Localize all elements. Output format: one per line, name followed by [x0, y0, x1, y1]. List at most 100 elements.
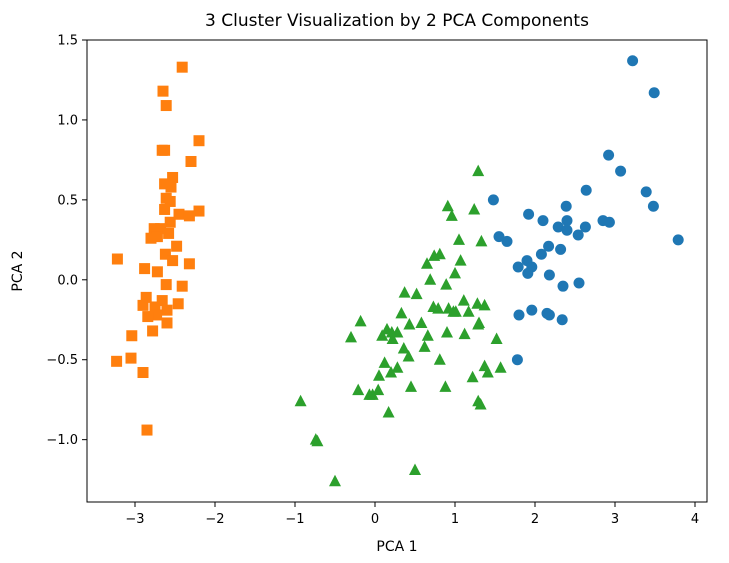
cluster-2-point-52 — [439, 380, 452, 392]
cluster-1-point-19 — [163, 227, 175, 239]
chart-title: 3 Cluster Visualization by 2 PCA Compone… — [205, 11, 589, 31]
cluster-2-point-43 — [391, 361, 404, 373]
cluster-0-point-18 — [493, 231, 505, 243]
cluster-2-point-35 — [441, 326, 453, 338]
cluster-2-point-42 — [402, 350, 415, 362]
cluster-1-point-43 — [125, 352, 137, 364]
cluster-0-point-21 — [543, 240, 555, 252]
series-cluster-2 — [294, 164, 507, 487]
points-layer — [111, 55, 684, 487]
cluster-1-point-1 — [157, 85, 169, 97]
cluster-1-point-32 — [156, 295, 168, 307]
cluster-0-point-27 — [522, 267, 534, 279]
cluster-1-point-11 — [164, 195, 176, 207]
cluster-2-point-32 — [472, 318, 485, 330]
cluster-2-point-24 — [395, 306, 408, 319]
cluster-2-point-40 — [397, 342, 410, 354]
cluster-0-point-13 — [603, 216, 615, 228]
cluster-0-point-5 — [640, 186, 652, 198]
cluster-2-point-65 — [329, 474, 341, 487]
cluster-2-point-31 — [391, 326, 404, 338]
x-tick-label-4: 1 — [451, 512, 459, 527]
cluster-1-point-0 — [176, 61, 188, 73]
cluster-2-point-2 — [468, 202, 481, 215]
cluster-2-point-15 — [457, 294, 470, 306]
cluster-1-point-6 — [185, 155, 197, 167]
cluster-1-point-17 — [155, 223, 167, 235]
cluster-0-point-4 — [580, 184, 592, 196]
cluster-0-point-28 — [543, 269, 555, 281]
cluster-1-point-28 — [151, 266, 163, 278]
cluster-1-point-18 — [148, 223, 160, 235]
cluster-1-point-42 — [111, 355, 123, 367]
cluster-2-point-38 — [490, 332, 503, 344]
cluster-0-point-11 — [561, 215, 573, 227]
cluster-2-point-14 — [410, 287, 423, 300]
cluster-2-point-18 — [478, 298, 491, 311]
cluster-1-point-41 — [126, 330, 138, 342]
cluster-2-point-11 — [424, 273, 437, 285]
cluster-1-point-9 — [165, 181, 177, 193]
cluster-2-point-3 — [445, 209, 458, 221]
cluster-0-point-34 — [543, 309, 555, 321]
x-tick-label-3: 0 — [371, 512, 379, 527]
cluster-0-point-7 — [487, 194, 499, 206]
cluster-1-point-14 — [173, 208, 185, 220]
cluster-2-point-12 — [440, 278, 453, 290]
cluster-1-point-38 — [142, 311, 154, 323]
cluster-2-point-63 — [311, 434, 324, 447]
cluster-0-point-25 — [512, 261, 524, 273]
cluster-0-point-36 — [511, 354, 523, 366]
cluster-1-point-23 — [159, 248, 171, 260]
cluster-1-point-30 — [176, 280, 188, 292]
cluster-1-point-40 — [147, 325, 159, 337]
cluster-2-point-54 — [352, 383, 365, 396]
series-cluster-0 — [487, 55, 684, 366]
x-tick-label-2: −1 — [285, 512, 304, 527]
cluster-1-point-7 — [167, 171, 179, 183]
cluster-0-point-22 — [555, 243, 567, 255]
cluster-0-point-9 — [523, 208, 535, 220]
cluster-1-point-25 — [183, 258, 195, 270]
cluster-0-point-16 — [579, 221, 591, 233]
cluster-1-point-5 — [159, 144, 171, 156]
cluster-0-point-32 — [526, 304, 538, 316]
cluster-2-point-27 — [403, 318, 416, 330]
cluster-2-point-61 — [294, 394, 307, 407]
cluster-0-point-2 — [603, 149, 615, 161]
cluster-2-point-7 — [428, 249, 441, 261]
cluster-0-point-20 — [672, 234, 684, 246]
cluster-2-point-36 — [458, 327, 471, 340]
cluster-2-point-13 — [398, 286, 411, 298]
cluster-1-point-27 — [139, 263, 151, 275]
cluster-1-point-3 — [193, 135, 205, 147]
cluster-2-point-44 — [378, 356, 391, 368]
cluster-2-point-26 — [415, 316, 428, 328]
y-tick-label-0: −1.0 — [46, 433, 78, 448]
cluster-0-point-19 — [501, 235, 513, 247]
y-tick-label-3: 0.5 — [57, 193, 78, 208]
cluster-2-point-55 — [372, 383, 385, 396]
cluster-1-point-29 — [160, 279, 172, 291]
cluster-0-point-17 — [572, 229, 584, 241]
series-cluster-1 — [111, 61, 205, 436]
cluster-0-point-30 — [557, 280, 569, 292]
cluster-2-point-37 — [386, 332, 399, 344]
cluster-1-point-21 — [145, 232, 157, 244]
cluster-1-point-12 — [159, 203, 171, 215]
cluster-2-point-10 — [449, 266, 461, 279]
cluster-2-point-51 — [405, 380, 417, 392]
cluster-2-point-53 — [466, 370, 479, 383]
cluster-2-point-8 — [454, 254, 467, 266]
cluster-2-point-48 — [385, 366, 397, 378]
cluster-0-point-8 — [560, 200, 572, 212]
ticks-layer: −3 −2 −1 0 1 2 3 4 −1.0 −0.5 0.0 0.5 1.0 1.5 — [46, 34, 699, 528]
cluster-2-point-33 — [421, 329, 434, 341]
cluster-1-point-20 — [151, 231, 163, 243]
cluster-2-point-34 — [376, 329, 389, 341]
cluster-2-point-22 — [462, 305, 475, 317]
cluster-1-point-33 — [149, 301, 161, 313]
x-tick-label-7: 4 — [691, 512, 699, 527]
cluster-0-point-29 — [573, 277, 585, 289]
